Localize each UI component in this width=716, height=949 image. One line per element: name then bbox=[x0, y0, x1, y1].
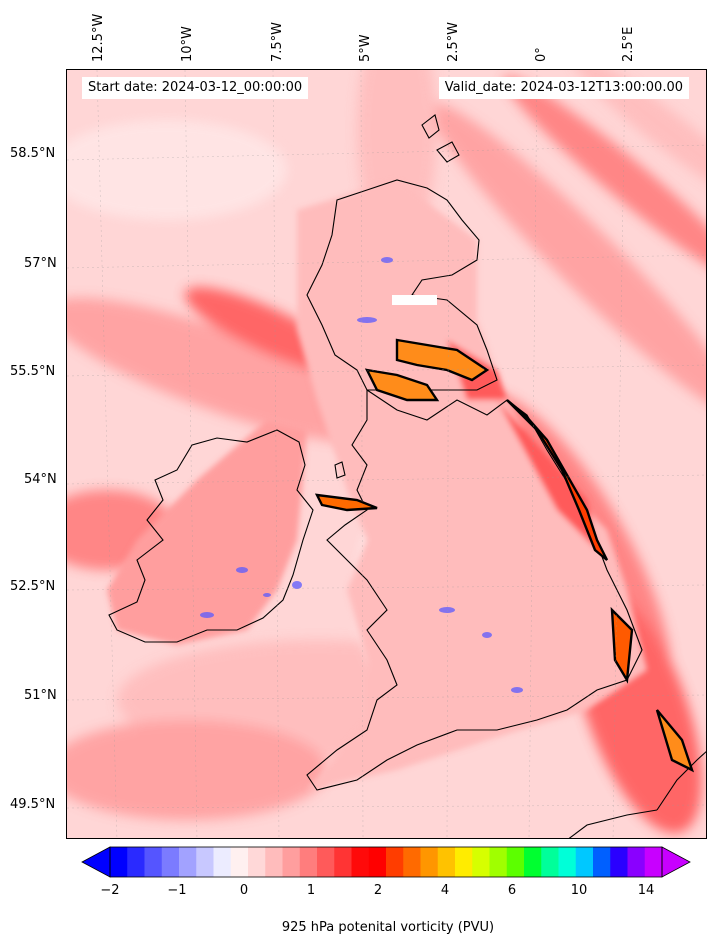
negative-pv-specks bbox=[200, 257, 523, 693]
colorbar-segment bbox=[489, 847, 508, 877]
colorbar-tick-10: 10 bbox=[570, 883, 588, 898]
longitude-label-10w: 10°W bbox=[180, 26, 195, 62]
coastlines bbox=[108, 114, 706, 838]
colorbar-segment bbox=[299, 847, 318, 877]
france-coastline bbox=[568, 809, 658, 838]
colorbar-segment bbox=[627, 847, 646, 877]
north-sea-contour bbox=[506, 399, 609, 561]
colorbar-tick-14: 14 bbox=[637, 883, 655, 898]
colorbar-border bbox=[109, 846, 663, 878]
colorbar-segment bbox=[110, 847, 128, 877]
pv-2-contours bbox=[314, 338, 695, 773]
colorbar-label: 925 hPa potenital vorticity (PVU) bbox=[281, 920, 495, 935]
colorbar-tick-1: 1 bbox=[306, 883, 316, 898]
colorbar-segment bbox=[506, 847, 525, 877]
colorbar-tick-2: 2 bbox=[373, 883, 383, 898]
colorbar-segment bbox=[593, 847, 611, 877]
shetland-coastline bbox=[421, 114, 440, 139]
map-panel[interactable] bbox=[66, 69, 707, 839]
latitude-label-52-5n: 52.5°N bbox=[10, 579, 56, 594]
latitude-label-55-5n: 55.5°N bbox=[10, 364, 56, 379]
colorbar-segment bbox=[127, 847, 145, 877]
colorbar-segment bbox=[161, 847, 180, 877]
colorbar-segment bbox=[541, 847, 559, 877]
latitude-label-57n: 57°N bbox=[24, 256, 57, 271]
england-wales-coastline bbox=[306, 388, 643, 791]
dover-contour bbox=[655, 709, 695, 773]
latitude-label-51n: 51°N bbox=[24, 688, 57, 703]
pv-field-map bbox=[67, 70, 706, 838]
colorbar-tick-0: 0 bbox=[239, 883, 249, 898]
colorbar-tick-minus2: −2 bbox=[100, 883, 120, 898]
english-channel-contour bbox=[610, 606, 634, 684]
colorbar-segment bbox=[282, 847, 301, 877]
longitude-label-7-5w: 7.5°W bbox=[270, 21, 285, 62]
colorbar-segment bbox=[558, 847, 577, 877]
missing-data-patch bbox=[392, 295, 437, 305]
scotland-coastline bbox=[306, 179, 498, 391]
scotland-contour-east bbox=[395, 338, 490, 382]
colorbar-segment bbox=[437, 847, 456, 877]
colorbar-segment bbox=[230, 847, 249, 877]
colorbar-segment bbox=[179, 847, 197, 877]
colorbar-segment bbox=[248, 847, 266, 877]
graticule bbox=[67, 70, 706, 838]
colorbar-segment bbox=[472, 847, 490, 877]
latitude-label-58-5n: 58.5°N bbox=[10, 146, 56, 161]
longitude-label-12-5w: 12.5°W bbox=[91, 13, 106, 62]
colorbar-segment bbox=[644, 847, 663, 877]
valid-date-label: Valid_date: 2024-03-12T13:00:00.00 bbox=[438, 77, 689, 99]
colorbar-segment bbox=[196, 847, 214, 877]
colorbar-extend-min bbox=[81, 846, 111, 878]
longitude-label-0: 0° bbox=[534, 47, 549, 62]
colorbar-segment bbox=[265, 847, 283, 877]
colorbar-segment bbox=[455, 847, 473, 877]
isle-of-man-coastline bbox=[334, 461, 346, 479]
scotland-contour-central bbox=[364, 368, 440, 402]
colorbar-segment bbox=[144, 847, 163, 877]
colorbar-segment bbox=[317, 847, 335, 877]
longitude-label-2-5w: 2.5°W bbox=[446, 21, 461, 62]
orkney-coastline bbox=[436, 141, 460, 163]
colorbar-segment bbox=[334, 847, 352, 877]
longitude-label-5w: 5°W bbox=[358, 34, 373, 62]
colorbar bbox=[81, 846, 691, 878]
colorbar-segment bbox=[575, 847, 594, 877]
colorbar-segment bbox=[403, 847, 421, 877]
longitude-label-2-5e: 2.5°E bbox=[621, 26, 636, 62]
latitude-label-54n: 54°N bbox=[24, 472, 57, 487]
colorbar-segment bbox=[213, 847, 232, 877]
colorbar-segment bbox=[610, 847, 628, 877]
colorbar-tick-minus1: −1 bbox=[167, 883, 187, 898]
colorbar-extend-max bbox=[661, 846, 691, 878]
ireland-coastline bbox=[108, 429, 314, 643]
colorbar-segment bbox=[368, 847, 387, 877]
start-date-label: Start date: 2024-03-12_00:00:00 bbox=[82, 77, 309, 99]
colorbar-segment bbox=[351, 847, 370, 877]
colorbar-tick-4: 4 bbox=[440, 883, 450, 898]
colorbar-tick-6: 6 bbox=[507, 883, 517, 898]
colorbar-segment bbox=[420, 847, 439, 877]
colorbar-segment bbox=[524, 847, 542, 877]
colorbar-segment bbox=[386, 847, 404, 877]
continent-coastline bbox=[656, 751, 706, 811]
latitude-label-49-5n: 49.5°N bbox=[10, 797, 56, 812]
